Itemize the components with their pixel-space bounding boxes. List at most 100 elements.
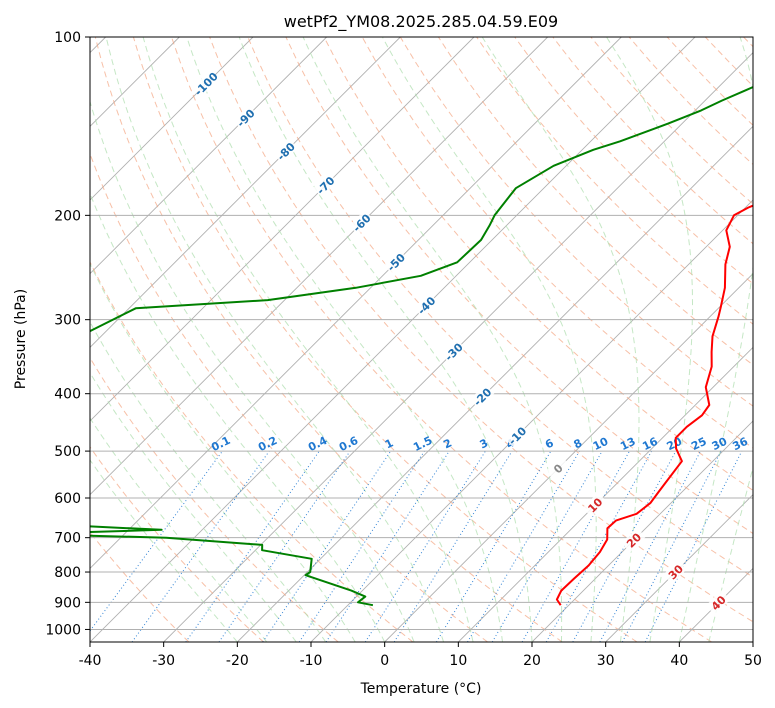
x-tick-label: 40 (670, 653, 688, 669)
moist-adiabat-line (238, 37, 533, 642)
isotherm-line (384, 273, 753, 642)
mixing-ratio-label: 30 (710, 435, 730, 454)
dry-adiabat-line (90, 260, 414, 642)
dewpoint-trace (90, 86, 753, 607)
isotherm-label-bg (232, 105, 258, 131)
y-tick-label: 1000 (45, 622, 81, 638)
dry-adiabat-label-bg (705, 590, 731, 615)
x-tick-label: -20 (226, 653, 249, 669)
mixing-ratio-line (90, 450, 223, 632)
dry-adiabat-line (590, 37, 753, 205)
y-tick-label: 100 (54, 30, 81, 46)
isotherm-label-bg (441, 339, 466, 364)
isotherm-line (163, 52, 753, 642)
x-tick-label: -40 (79, 653, 102, 669)
mixing-ratio-line (325, 450, 450, 642)
moist-adiabat-line (90, 371, 297, 642)
isotherm-label: -30 (443, 340, 466, 363)
dry-adiabat-line (743, 37, 753, 48)
moist-adiabat-line (90, 192, 386, 642)
mixing-ratio-line (393, 450, 513, 642)
isotherm-line (679, 567, 753, 642)
isotherm-label: -40 (415, 294, 438, 317)
isotherm-line (90, 37, 327, 275)
y-tick-label: 800 (54, 565, 81, 581)
dry-adiabat-line (437, 37, 753, 366)
mixing-ratio-line (467, 450, 580, 642)
pressure-gridlines (90, 36, 753, 630)
moist-adiabat-line (302, 37, 563, 642)
mixing-ratio-label: 10 (591, 435, 611, 454)
y-tick-label: 700 (54, 531, 81, 547)
dry-adiabat-label-bg (582, 492, 608, 518)
isotherm-line (90, 37, 622, 569)
y-tick-label: 600 (54, 491, 81, 507)
x-tick-label: 0 (380, 653, 389, 669)
mixing-ratio-line (185, 450, 320, 642)
isotherm-label-bg (312, 172, 338, 198)
axis-ticks: -40 -30 -20 -10 0 10 20 30 40 5010020030040050060… (45, 30, 762, 669)
mixing-ratio-line (364, 450, 486, 642)
isotherm-label-bg (193, 71, 219, 96)
mixing-ratio-label: 16 (640, 435, 660, 454)
y-tick-label: 300 (54, 313, 81, 329)
mixing-ratio-line (298, 450, 425, 642)
dry-adiabat-label-bg (621, 527, 646, 553)
temperature-trace (555, 204, 753, 606)
isotherm-label: -70 (314, 174, 337, 197)
dry-adiabat-line (552, 37, 753, 245)
moist-adiabat-line (90, 417, 268, 642)
y-tick-label: 900 (54, 595, 81, 611)
isotherm-label: -90 (234, 107, 257, 130)
mixing-ratio-label: 36 (731, 435, 751, 454)
isotherm-line (90, 37, 401, 348)
dry-adiabat-line (94, 37, 563, 642)
moist-adiabat-line (90, 262, 356, 642)
isotherm-line (531, 420, 753, 642)
dry-adiabat-line (704, 37, 753, 87)
dry-adiabat-line (171, 37, 712, 642)
moist-adiabat-line (708, 465, 753, 642)
mixing-ratio-label: 6 (543, 436, 556, 451)
mixing-ratio-label: 25 (689, 435, 708, 453)
isotherm-line (90, 37, 696, 642)
isotherm-label: -50 (385, 251, 408, 274)
dry-adiabat-line (476, 37, 753, 325)
moist-adiabat-line (90, 321, 327, 642)
x-tick-label: -30 (152, 653, 175, 669)
mixing-ratio-line (218, 450, 351, 642)
y-axis-label: Pressure (hPa) (13, 289, 29, 389)
dry-adiabat-line (247, 37, 753, 578)
isotherm-label-bg (383, 249, 409, 275)
dry-adiabat-line (209, 37, 753, 623)
isotherm-label-bg (469, 384, 495, 409)
isotherm-line (90, 37, 475, 422)
mixing-ratio-label: 20 (665, 435, 685, 454)
x-tick-label: 50 (744, 653, 762, 669)
dry-adiabat-line (285, 37, 753, 535)
background-lines (90, 37, 753, 642)
isotherm-label: -100 (192, 70, 221, 99)
chart-title: wetPf2_YM08.2025.285.04.59.E09 (284, 12, 558, 32)
isotherm-line (310, 199, 753, 642)
dry-adiabat-line (323, 37, 753, 491)
mixing-ratio-label: 13 (618, 435, 637, 453)
y-tick-label: 500 (54, 444, 81, 460)
isotherm-label-bg (504, 423, 530, 448)
moist-adiabat-line (105, 37, 445, 642)
mixing-ratio-label: 2 (441, 436, 454, 451)
isotherm-line (458, 346, 753, 642)
mixing-ratio-line (621, 450, 722, 642)
y-tick-label: 200 (54, 208, 81, 224)
isotherm-label-bg (349, 210, 374, 235)
mixing-ratio-line (572, 450, 677, 642)
dry-adiabat-line (514, 37, 753, 285)
dry-adiabat-line (132, 37, 638, 642)
moist-adiabat-line (90, 459, 238, 642)
isotherm-line (752, 641, 753, 642)
mixing-ratio-line (545, 450, 653, 642)
dry-adiabat-line (90, 446, 264, 642)
moist-adiabat-line (90, 99, 415, 642)
x-axis-label: Temperature (°C) (360, 681, 482, 697)
isotherm-line (605, 494, 753, 642)
